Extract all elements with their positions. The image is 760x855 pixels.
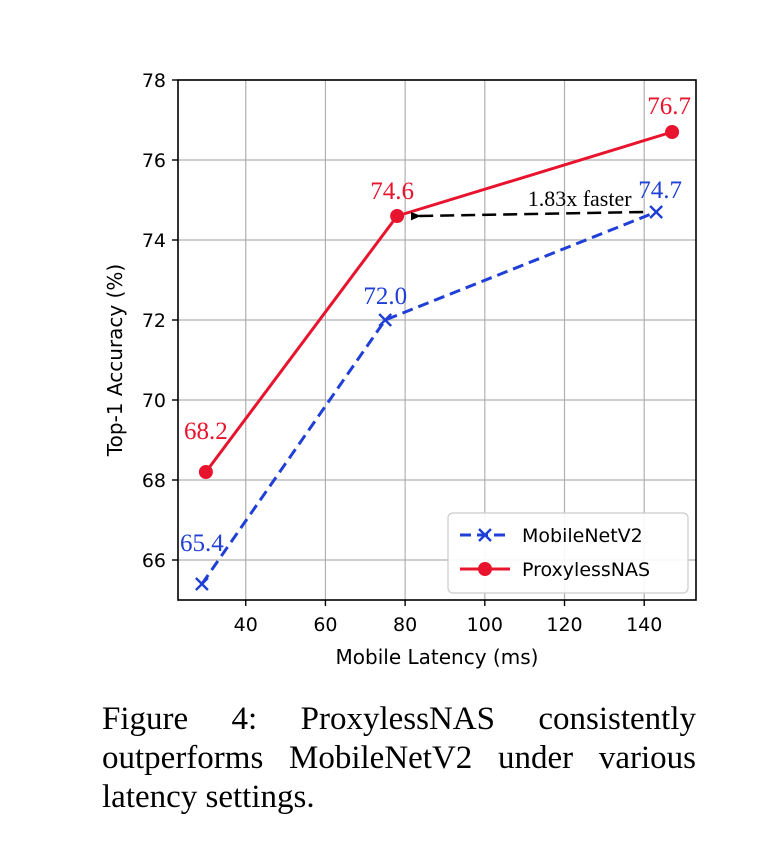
y-tick-label: 72 bbox=[142, 310, 166, 332]
data-label: 72.0 bbox=[363, 283, 407, 310]
x-tick-label: 60 bbox=[313, 614, 337, 636]
annotation-arrow bbox=[419, 210, 644, 216]
legend-box bbox=[447, 512, 689, 594]
x-tick-label: 100 bbox=[467, 614, 503, 636]
data-point-marker bbox=[665, 125, 680, 139]
data-point-marker bbox=[195, 577, 209, 591]
data-label: 74.7 bbox=[638, 177, 682, 204]
x-tick-label: 40 bbox=[234, 614, 258, 636]
data-point-marker bbox=[378, 313, 393, 327]
data-label: 76.7 bbox=[647, 93, 691, 120]
legend-label: MobileNetV2 bbox=[522, 525, 643, 547]
legend-label: ProxylessNAS bbox=[522, 559, 650, 581]
annotation-text: 1.83x faster bbox=[528, 186, 633, 211]
data-label: 74.6 bbox=[370, 178, 414, 205]
series-line-mobilenetv2 bbox=[200, 210, 657, 585]
x-tick-label: 140 bbox=[626, 614, 662, 636]
x-tick-label: 120 bbox=[546, 614, 582, 636]
y-tick-label: 74 bbox=[142, 230, 166, 252]
figure-caption: Figure 4: ProxylessNAS consistently outp… bbox=[102, 701, 696, 815]
x-tick-label: 80 bbox=[393, 614, 417, 636]
data-point-marker bbox=[649, 205, 664, 219]
series-line-proxylessnas bbox=[204, 130, 673, 473]
y-tick-label: 76 bbox=[142, 150, 166, 172]
x-axis-label: Mobile Latency (ms) bbox=[336, 645, 539, 669]
y-tick-label: 78 bbox=[142, 70, 166, 92]
data-point-marker bbox=[198, 465, 213, 479]
chart: 40 60 80 100 120 140 66 68 70 72 74 76 78 Mobile Late… bbox=[103, 70, 697, 669]
y-tick-label: 66 bbox=[142, 550, 166, 572]
data-label: 68.2 bbox=[184, 418, 228, 445]
data-point-marker bbox=[390, 209, 405, 223]
y-tick-label: 70 bbox=[142, 390, 166, 412]
plot-frame bbox=[177, 79, 697, 601]
legend-marker bbox=[478, 562, 492, 576]
y-tick-label: 68 bbox=[142, 470, 166, 492]
data-label: 65.4 bbox=[180, 530, 224, 557]
legend-marker bbox=[478, 528, 492, 542]
y-axis-label: Top-1 Accuracy (%) bbox=[103, 264, 127, 457]
